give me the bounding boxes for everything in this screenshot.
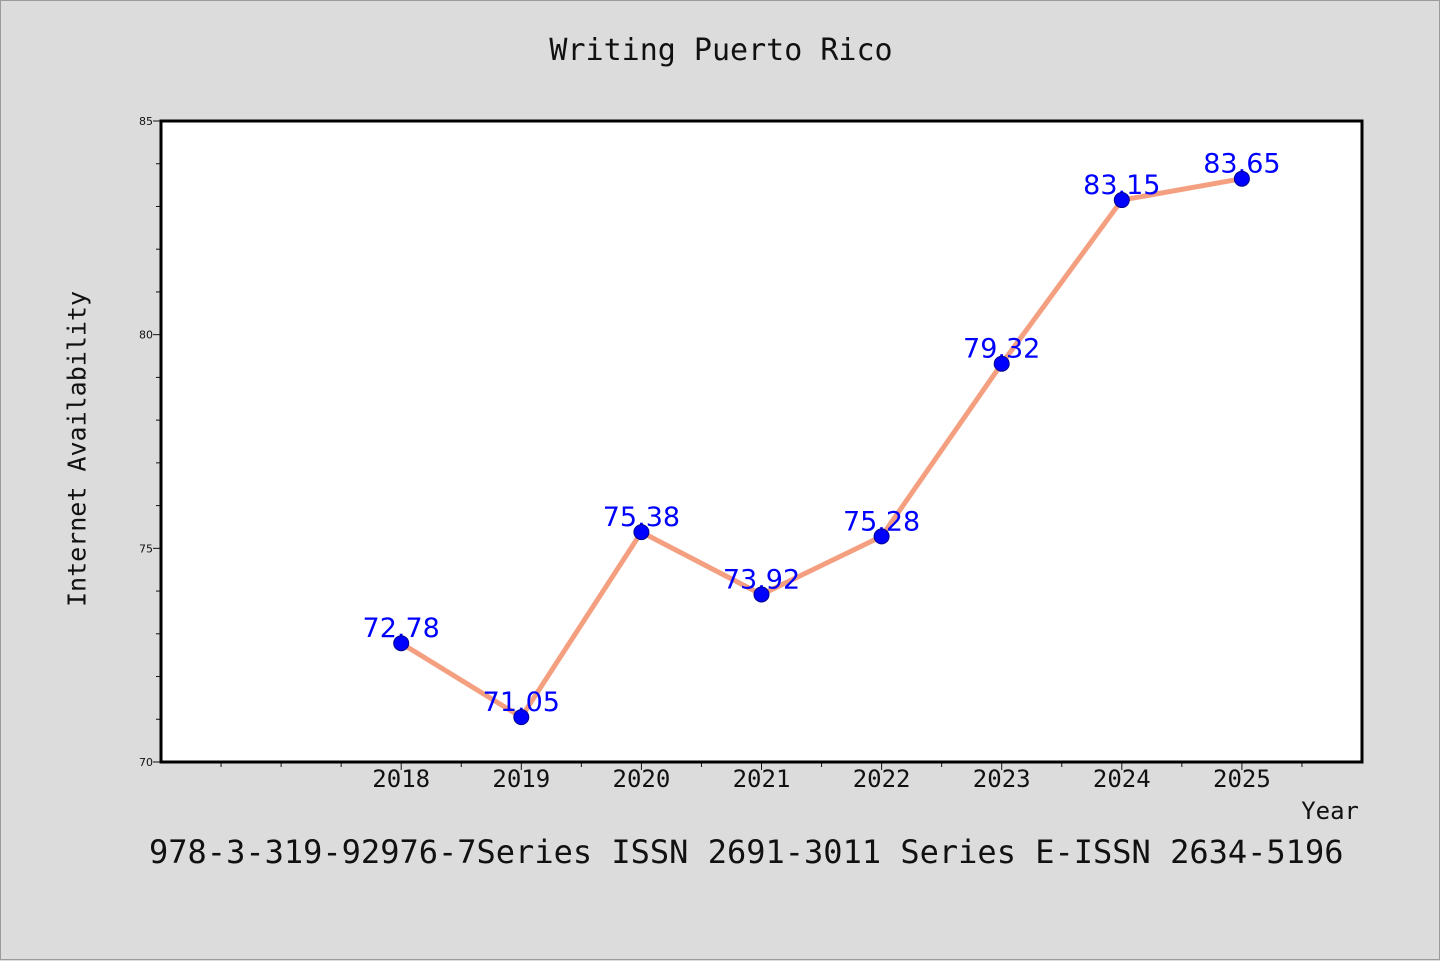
series-line — [398, 176, 1245, 720]
x-tick-label: 2018 — [372, 765, 430, 793]
x-tick-label: 2024 — [1093, 765, 1151, 793]
y-tick-label: 70 — [139, 756, 153, 769]
x-tick-label: 2022 — [853, 765, 911, 793]
x-tick-label: 2023 — [973, 765, 1031, 793]
data-point — [753, 586, 770, 603]
plot-frame — [159, 119, 1364, 764]
plot-area — [161, 121, 1362, 762]
y-tick-label: 85 — [139, 115, 153, 128]
x-tick-label: 2021 — [733, 765, 791, 793]
x-tick-label: 2025 — [1213, 765, 1271, 793]
data-point — [873, 528, 890, 545]
data-point — [513, 709, 530, 726]
data-point — [1113, 192, 1130, 209]
x-tick-label: 2019 — [492, 765, 550, 793]
data-point — [1233, 170, 1250, 187]
data-point — [633, 524, 650, 541]
data-point — [993, 355, 1010, 372]
chart-title: Writing Puerto Rico — [549, 33, 893, 68]
isbn-footnote: 978-3-319-92976-7Series ISSN 2691-3011 S… — [149, 833, 1344, 871]
x-tick-label: 2020 — [613, 765, 671, 793]
y-tick-label: 75 — [139, 542, 153, 555]
y-tick-label: 80 — [139, 329, 153, 342]
x-axis-label: Year — [1301, 797, 1359, 825]
data-point — [393, 635, 410, 652]
